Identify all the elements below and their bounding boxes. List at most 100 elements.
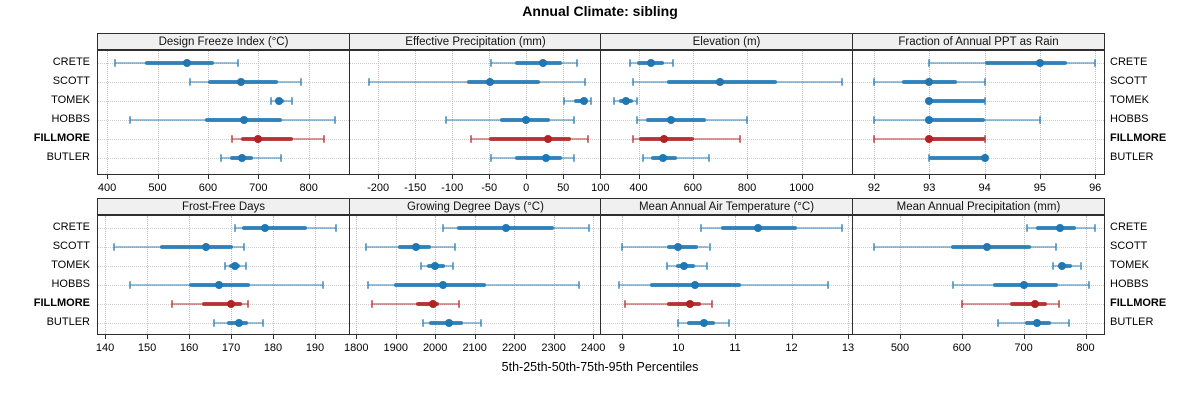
series-tomek-p95-cap xyxy=(635,97,638,105)
axis-tick xyxy=(356,335,358,339)
series-fillmore-p25-p75-range xyxy=(1010,302,1047,306)
series-butler-p95-cap xyxy=(280,154,282,162)
gridline xyxy=(900,216,901,334)
gridline xyxy=(848,216,849,334)
axis-tick xyxy=(929,175,931,179)
series-hobbs-p5-cap xyxy=(367,281,370,289)
row-guide xyxy=(601,63,852,64)
gridline xyxy=(231,216,233,334)
series-tomek-median-dot xyxy=(431,262,440,270)
axis-tick-label: 160 xyxy=(179,342,199,354)
series-butler-median-dot xyxy=(235,319,244,327)
axis-tick xyxy=(1039,175,1041,179)
gridline xyxy=(308,51,310,174)
gridline xyxy=(1023,216,1025,334)
series-fillmore-median-dot xyxy=(660,135,669,143)
series-butler-p5-cap xyxy=(213,319,216,327)
row-guide xyxy=(350,63,601,64)
axis-tick-label: 800 xyxy=(299,182,318,194)
axis-tick xyxy=(678,335,680,339)
gridline xyxy=(961,216,963,334)
series-butler-median-dot xyxy=(445,319,454,327)
station-label-left-fillmore: FILLMORE xyxy=(33,297,90,309)
series-hobbs-p5-cap xyxy=(873,116,875,124)
series-tomek-p25-p75-range xyxy=(929,99,985,103)
station-label-right-hobbs: HOBBS xyxy=(1110,278,1149,290)
series-butler-median-dot xyxy=(980,154,989,162)
gridline xyxy=(984,51,986,174)
panel-title: Mean Annual Air Temperature (°C) xyxy=(638,200,815,213)
series-scott-p25-p75-range xyxy=(159,245,234,249)
panel-growing-degree-days-c xyxy=(349,215,602,335)
axis-tick xyxy=(692,175,694,179)
axis-tick xyxy=(452,175,454,179)
series-crete-p5-cap xyxy=(113,59,116,67)
panel-title: Fraction of Annual PPT as Rain xyxy=(898,35,1059,48)
gridline xyxy=(593,216,595,334)
series-scott-median-dot xyxy=(236,78,245,86)
series-scott-p25-p75-range xyxy=(467,80,541,84)
row-guide xyxy=(853,285,1104,286)
gridline xyxy=(189,216,191,334)
gridline xyxy=(621,216,623,334)
row-guide xyxy=(853,304,1104,305)
row-guide xyxy=(601,323,852,324)
series-crete-p5-cap xyxy=(700,224,703,232)
axis-tick-label: 180 xyxy=(263,342,283,354)
panel-header-frost-free-days: Frost-Free Days xyxy=(97,198,350,215)
series-crete-p5-cap xyxy=(234,224,237,232)
series-fillmore-p25-p75-range xyxy=(667,302,701,306)
series-crete-p5-cap xyxy=(1025,224,1028,232)
panel-title: Mean Annual Precipitation (mm) xyxy=(896,200,1061,213)
series-hobbs-p5-cap xyxy=(445,116,448,124)
axis-tick xyxy=(231,335,233,339)
panel-design-freeze-index-c xyxy=(97,50,350,175)
station-label-right-scott: SCOTT xyxy=(1110,240,1148,252)
series-fillmore-p95-cap xyxy=(587,135,590,143)
axis-tick-label: 10 xyxy=(672,342,685,354)
series-crete-median-dot xyxy=(1035,59,1044,67)
gridline xyxy=(258,51,260,174)
series-fillmore-median-dot xyxy=(925,135,934,143)
panel-effective-precipitation-mm xyxy=(349,50,602,175)
axis-tick xyxy=(395,335,397,339)
series-tomek-p95-cap xyxy=(452,262,454,270)
series-hobbs-p25-p75-range xyxy=(645,118,707,122)
series-butler-p5-cap xyxy=(490,154,493,162)
panel-title: Elevation (m) xyxy=(692,35,761,48)
axis-tick-label: -100 xyxy=(441,182,464,194)
series-hobbs-p5-cap xyxy=(618,281,621,289)
axis-tick-label: 50 xyxy=(557,182,570,194)
series-butler-median-dot xyxy=(238,154,247,162)
series-hobbs-p5-cap xyxy=(128,116,131,124)
axis-tick-label: 400 xyxy=(629,182,648,194)
series-scott-p5-cap xyxy=(873,78,875,86)
axis-tick-label: 1000 xyxy=(789,182,814,194)
series-hobbs-p5-cap xyxy=(951,281,954,289)
station-label-right-butler: BUTLER xyxy=(1110,316,1154,328)
axis-tick xyxy=(1095,175,1097,179)
axis-tick xyxy=(848,335,849,339)
axis-tick xyxy=(791,335,793,339)
gridline xyxy=(1085,216,1087,334)
panel-mean-annual-precipitation-mm xyxy=(852,215,1105,335)
station-label-right-scott: SCOTT xyxy=(1110,75,1148,87)
station-label-left-butler: BUTLER xyxy=(46,151,90,163)
series-fillmore-p5-cap xyxy=(631,135,634,143)
series-butler-p95-cap xyxy=(708,154,711,162)
station-label-left-butler: BUTLER xyxy=(46,316,90,328)
series-fillmore-p25-p75-range xyxy=(415,302,440,306)
gridline xyxy=(747,51,749,174)
series-crete-p95-cap xyxy=(335,224,337,232)
gridline xyxy=(929,51,931,174)
axis-tick-label: 800 xyxy=(737,182,757,194)
series-butler-p95-cap xyxy=(479,319,482,327)
series-tomek-median-dot xyxy=(580,97,588,105)
station-label-right-hobbs: HOBBS xyxy=(1110,113,1149,125)
axis-tick xyxy=(415,175,417,179)
axis-tick-label: 170 xyxy=(221,342,241,354)
axis-tick-label: 96 xyxy=(1089,182,1102,194)
axis-tick xyxy=(563,175,565,179)
series-tomek-p5-cap xyxy=(563,97,565,105)
